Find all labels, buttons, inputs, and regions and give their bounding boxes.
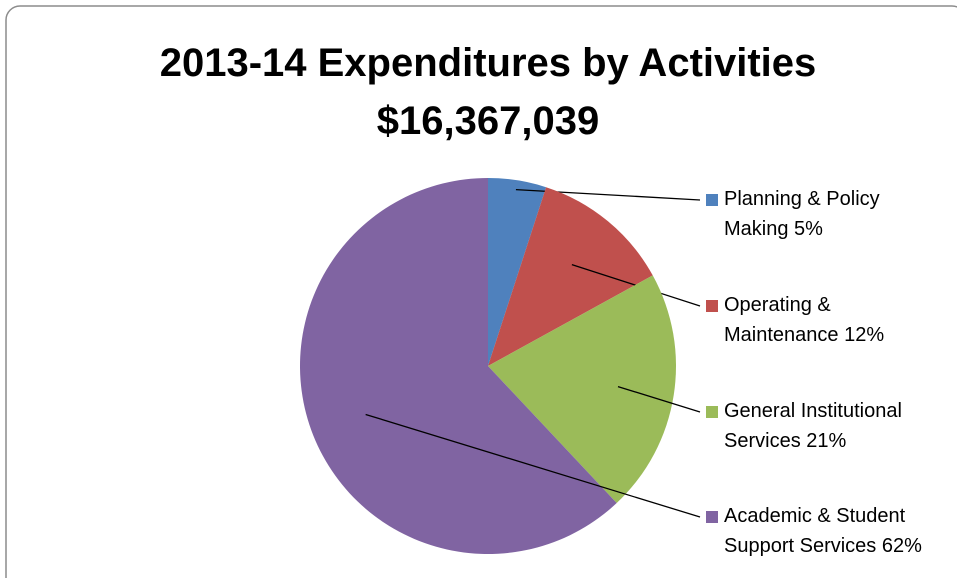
legend-label: Academic & Student Support Services 62%: [724, 501, 939, 561]
legend-swatch: [706, 511, 718, 523]
legend-label: Planning & Policy Making 5%: [724, 184, 939, 244]
legend-text: Operating & Maintenance 12%: [724, 290, 939, 350]
legend-label: General Institutional Services 21%: [724, 396, 939, 456]
legend-label: Operating & Maintenance 12%: [724, 290, 939, 350]
category-label: General Institutional Services: [724, 400, 902, 452]
legend-swatch: [706, 300, 718, 312]
pie-slice: [300, 177, 617, 554]
pie-slice: [488, 178, 547, 366]
legend-text: Academic & Student Support Services 62%: [724, 501, 939, 561]
category-label: Operating & Maintenance: [724, 294, 839, 346]
pie-slice: [488, 275, 677, 504]
leader-line: [365, 413, 701, 518]
category-label: Academic & Student Support Services: [724, 505, 906, 557]
leader-line: [617, 385, 701, 413]
value-label: 21%: [806, 430, 847, 452]
value-label: 62%: [881, 535, 922, 557]
legend-swatch: [706, 406, 718, 418]
value-label: 5%: [794, 218, 823, 240]
chart-title: 2013-14 Expenditures by Activities: [160, 41, 817, 85]
legend-text: General Institutional Services 21%: [724, 396, 939, 456]
value-label: 12%: [844, 324, 885, 346]
category-label: Planning & Policy Making: [724, 188, 880, 240]
legend-text: Planning & Policy Making 5%: [724, 184, 939, 244]
legend-swatch: [706, 194, 718, 206]
pie-slice: [488, 187, 653, 366]
chart-subtitle: $16,367,039: [377, 99, 599, 143]
